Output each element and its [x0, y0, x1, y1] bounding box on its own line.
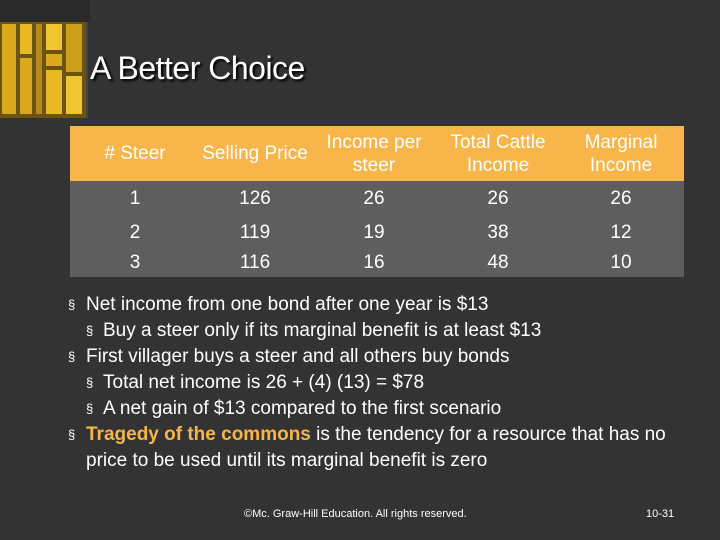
table-cell: 19	[310, 217, 438, 249]
bullet-item: § First villager buys a steer and all ot…	[68, 344, 708, 370]
bullet-item: § Net income from one bond after one yea…	[68, 292, 708, 318]
table-cell: 3	[70, 249, 200, 277]
table-cell: 26	[438, 181, 558, 217]
bullet-text: Net income from one bond after one year …	[86, 294, 489, 315]
header-marginal-income: Marginal Income	[558, 126, 684, 181]
bullet-text: A net gain of $13 compared to the first …	[103, 398, 502, 419]
sub-bullet-item: § Total net income is 26 + (4) (13) = $7…	[68, 370, 708, 396]
table-cell: 126	[200, 181, 310, 217]
table-cell: 26	[558, 181, 684, 217]
highlighted-term: Tragedy of the commons	[86, 424, 311, 445]
bullet-marker: §	[86, 323, 94, 338]
table-cell: 116	[200, 249, 310, 277]
bullet-text: Buy a steer only if its marginal benefit…	[103, 320, 542, 341]
table-cell: 1	[70, 181, 200, 217]
sub-bullet-item: § A net gain of $13 compared to the firs…	[68, 396, 708, 422]
header-income-per-steer: Income per steer	[310, 126, 438, 181]
bullet-marker: §	[68, 427, 76, 442]
table-cell: 48	[438, 249, 558, 277]
header-selling-price: Selling Price	[200, 126, 310, 181]
table-header-row: # Steer Selling Price Income per steer T…	[70, 126, 684, 181]
header-steer: # Steer	[70, 126, 200, 181]
table-row: 2 119 19 38 12	[70, 217, 684, 249]
bullet-text: Total net income is 26 + (4) (13) = $78	[103, 372, 425, 393]
bullet-marker: §	[86, 401, 94, 416]
header-total-cattle-income: Total Cattle Income	[438, 126, 558, 181]
table-cell: 26	[310, 181, 438, 217]
bullet-text: is the tendency for a resource that has …	[86, 424, 666, 471]
table-cell: 38	[438, 217, 558, 249]
copyright-text: ©Mc. Graw-Hill Education. All rights res…	[244, 508, 467, 520]
bullet-item: § Tragedy of the commons is the tendency…	[68, 422, 708, 474]
title-band	[88, 22, 720, 118]
decorative-pattern	[0, 0, 90, 118]
sub-bullet-item: § Buy a steer only if its marginal benef…	[68, 318, 708, 344]
table-cell: 16	[310, 249, 438, 277]
table-row: 1 126 26 26 26	[70, 181, 684, 217]
bullet-marker: §	[68, 349, 76, 364]
bullet-marker: §	[68, 297, 76, 312]
table-cell: 10	[558, 249, 684, 277]
steer-income-table: # Steer Selling Price Income per steer T…	[70, 126, 684, 277]
table-cell: 119	[200, 217, 310, 249]
bullet-text: First villager buys a steer and all othe…	[86, 346, 510, 367]
page-number: 10-31	[646, 508, 675, 520]
table-cell: 2	[70, 217, 200, 249]
bullet-marker: §	[86, 375, 94, 390]
table-row: 3 116 16 48 10	[70, 249, 684, 277]
bullet-list: § Net income from one bond after one yea…	[68, 292, 708, 474]
slide-title: A Better Choice	[90, 50, 305, 86]
table-cell: 12	[558, 217, 684, 249]
